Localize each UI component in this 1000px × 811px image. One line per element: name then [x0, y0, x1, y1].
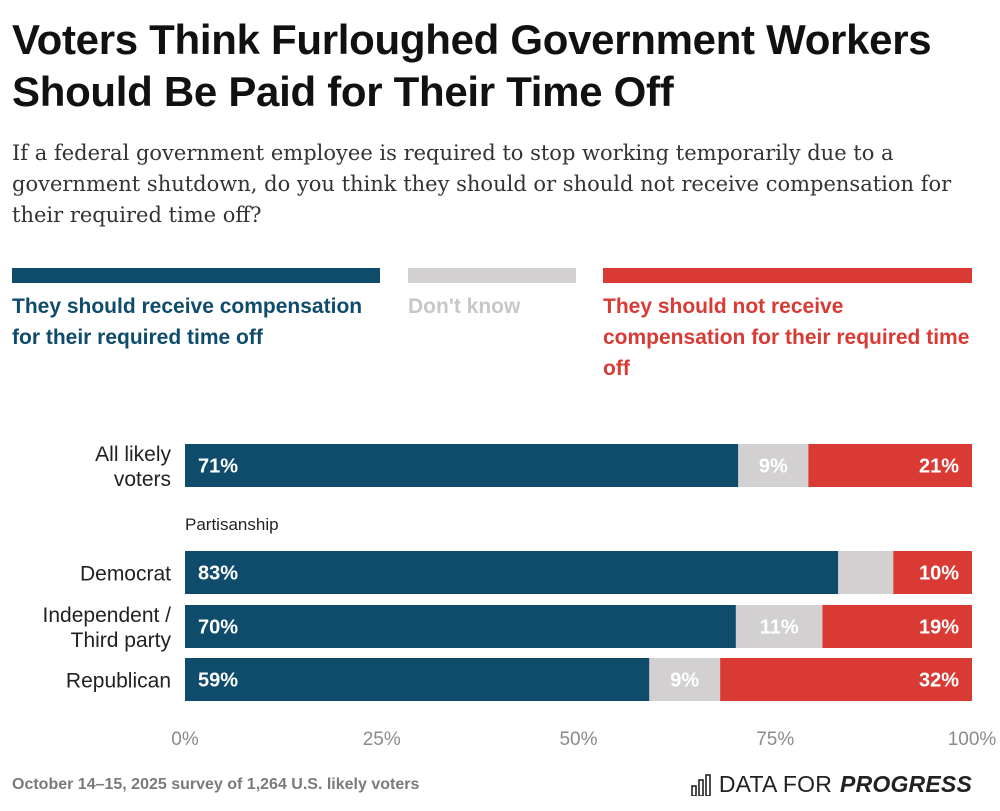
- category-label: voters: [114, 468, 171, 491]
- bar-segment-receive: [185, 444, 739, 487]
- bar-segment-notreceive: [808, 444, 972, 487]
- bar-segment-dontknow: [738, 444, 809, 487]
- category-label: All likely: [95, 443, 171, 466]
- bar-segment-receive: [185, 658, 650, 701]
- bar-segment-notreceive: [893, 551, 972, 594]
- x-tick-label: 75%: [756, 729, 794, 750]
- data-label: 21%: [919, 456, 959, 478]
- legend-label-dontknow: Don't know: [408, 295, 521, 318]
- legend-swatch-notreceive: [603, 268, 972, 283]
- chart-title: Voters Think Furloughed Government Worke…: [12, 16, 932, 115]
- footer-survey-note: October 14–15, 2025 survey of 1,264 U.S.…: [12, 776, 420, 793]
- data-label: 11%: [760, 617, 799, 639]
- brand-logo: DATA FOR PROGRESS: [691, 771, 972, 798]
- legend-item-notreceive: They should not receive compensation for…: [603, 268, 972, 384]
- legend-swatch-dontknow: [408, 268, 576, 283]
- data-label: 71%: [198, 456, 238, 478]
- legend-label-receive: They should receive compensation for the…: [12, 295, 363, 349]
- category-label: Republican: [66, 670, 171, 693]
- bar-segment-dontknow: [735, 605, 823, 648]
- legend-swatch-receive: [12, 268, 380, 283]
- data-label: 70%: [198, 617, 238, 639]
- data-label: 59%: [198, 670, 238, 692]
- category-label: Democrat: [80, 563, 171, 586]
- bar-segment-notreceive: [720, 658, 972, 701]
- data-label: 9%: [759, 456, 788, 478]
- brand-text-plain: DATA FOR: [718, 771, 833, 797]
- brand-text-bold: PROGRESS: [840, 771, 972, 797]
- data-label: 32%: [919, 670, 959, 692]
- category-label: Third party: [71, 629, 172, 652]
- bar-segment-receive: [185, 551, 839, 594]
- legend-item-dontknow: Don't know: [408, 268, 576, 322]
- section-label-partisanship: Partisanship: [185, 515, 279, 534]
- chart-subtitle: If a federal government employee is requ…: [12, 141, 952, 227]
- x-tick-label: 25%: [363, 729, 401, 750]
- legend-label-notreceive: They should not receive compensation for…: [603, 295, 970, 380]
- x-tick-label: 100%: [948, 729, 997, 750]
- legend-item-receive: They should receive compensation for the…: [12, 268, 380, 353]
- data-label: 10%: [919, 563, 959, 585]
- bar-segment-dontknow: [649, 658, 721, 701]
- bar-chart-icon: [691, 773, 711, 796]
- data-label: 19%: [919, 617, 959, 639]
- data-label: 83%: [198, 563, 238, 585]
- bar-segment-receive: [185, 605, 736, 648]
- data-label: 9%: [670, 670, 699, 692]
- bar-segment-notreceive: [822, 605, 972, 648]
- bar-segment-dontknow: [838, 551, 894, 594]
- x-tick-label: 50%: [559, 729, 597, 750]
- category-label: Independent /: [43, 604, 172, 627]
- x-tick-label: 0%: [171, 729, 199, 750]
